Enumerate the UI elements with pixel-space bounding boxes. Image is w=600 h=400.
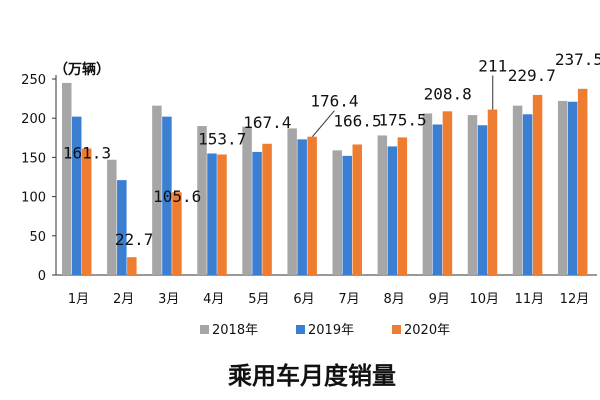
- bar-2019年-9月: [432, 124, 443, 275]
- chart-title: 乘用车月度销量: [227, 361, 396, 390]
- label-leader-lines: [312, 75, 494, 138]
- bar-2018年-10月: [467, 115, 478, 276]
- bar-2020年-2月: [127, 257, 137, 275]
- legend-swatch-2018年: [200, 325, 209, 334]
- bar-2018年-11月: [512, 105, 523, 275]
- bar-2019年-8月: [387, 146, 398, 275]
- data-label-8月: 175.5: [378, 110, 426, 129]
- bar-2020年-7月: [352, 144, 362, 275]
- x-tick-label: 1月: [68, 292, 89, 307]
- bar-2018年-3月: [152, 105, 162, 275]
- bar-2020年-9月: [442, 111, 453, 275]
- bar-2020年-10月: [487, 109, 498, 276]
- x-tick-label: 3月: [158, 292, 179, 307]
- bar-2019年-11月: [522, 114, 533, 275]
- y-tick-label: 200: [21, 112, 46, 127]
- bar-2019年-2月: [117, 180, 127, 275]
- data-label-5月: 167.4: [243, 113, 291, 132]
- bar-2020年-1月: [82, 148, 92, 275]
- legend-label-2020年: 2020年: [404, 323, 450, 338]
- bar-2020年-8月: [397, 137, 408, 275]
- bar-2018年-8月: [377, 135, 388, 275]
- x-tick-label: 6月: [293, 292, 314, 307]
- bar-2020年-3月: [172, 192, 182, 275]
- data-label-2月: 22.7: [115, 230, 154, 249]
- data-label-9月: 208.8: [424, 84, 472, 103]
- bar-2019年-1月: [72, 116, 82, 276]
- chart-axes: 0 50 100 150 200 250 1月 2月 3月 4月 5月 6月 7月 8月 9月 10月 11月 1…: [21, 73, 597, 307]
- legend-label-2018年: 2018年: [212, 323, 258, 338]
- y-tick-label: 250: [21, 73, 46, 88]
- bar-2018年-6月: [287, 128, 297, 275]
- data-label-1月: 161.3: [63, 144, 111, 163]
- bar-2020年-4月: [217, 154, 227, 275]
- bar-2019年-3月: [162, 116, 172, 276]
- bar-2018年-9月: [422, 113, 433, 275]
- chart-bars: [62, 82, 588, 276]
- y-tick-label: 150: [21, 151, 46, 166]
- x-tick-label: 11月: [515, 292, 545, 307]
- x-tick-label: 2月: [113, 292, 134, 307]
- label-leader-line: [312, 110, 335, 138]
- y-tick-label: 0: [38, 269, 46, 284]
- bar-2019年-4月: [207, 153, 217, 275]
- bar-2020年-5月: [262, 143, 272, 275]
- bar-2018年-1月: [62, 82, 72, 275]
- x-tick-label: 5月: [248, 292, 269, 307]
- bar-2019年-5月: [252, 151, 262, 275]
- data-label-12月: 237.5: [555, 50, 600, 69]
- bar-2019年-7月: [342, 155, 352, 275]
- chart-legend: 2018年 2019年 2020年: [200, 323, 450, 338]
- data-label-10月: 211: [478, 57, 507, 76]
- legend-label-2019年: 2019年: [308, 323, 354, 338]
- legend-swatch-2019年: [296, 325, 305, 334]
- bar-2018年-4月: [197, 126, 207, 275]
- bar-2020年-12月: [577, 88, 588, 275]
- y-tick-label: 50: [29, 230, 46, 245]
- bar-2019年-10月: [477, 125, 488, 275]
- x-tick-label: 12月: [560, 292, 590, 307]
- x-tick-label: 9月: [429, 292, 450, 307]
- bar-2019年-12月: [567, 101, 578, 276]
- x-tick-label: 4月: [203, 292, 224, 307]
- x-tick-label: 7月: [338, 292, 359, 307]
- data-label-11月: 229.7: [508, 66, 556, 85]
- bar-2020年-6月: [307, 136, 317, 275]
- bar-2018年-2月: [107, 159, 117, 275]
- data-label-6月: 176.4: [310, 92, 358, 111]
- data-label-7月: 166.5: [333, 111, 381, 130]
- data-label-3月: 105.6: [153, 187, 201, 206]
- bar-2018年-7月: [332, 150, 342, 275]
- x-tick-label: 8月: [383, 292, 404, 307]
- x-tick-label: 10月: [470, 292, 500, 307]
- bar-2018年-5月: [242, 126, 252, 275]
- y-axis-unit-label: （万辆）: [54, 61, 110, 78]
- y-tick-label: 100: [21, 191, 46, 206]
- legend-swatch-2020年: [392, 325, 401, 334]
- bar-2018年-12月: [557, 100, 568, 276]
- bar-2020年-11月: [532, 94, 543, 276]
- bar-2019年-6月: [297, 139, 307, 275]
- data-label-4月: 153.7: [198, 129, 246, 148]
